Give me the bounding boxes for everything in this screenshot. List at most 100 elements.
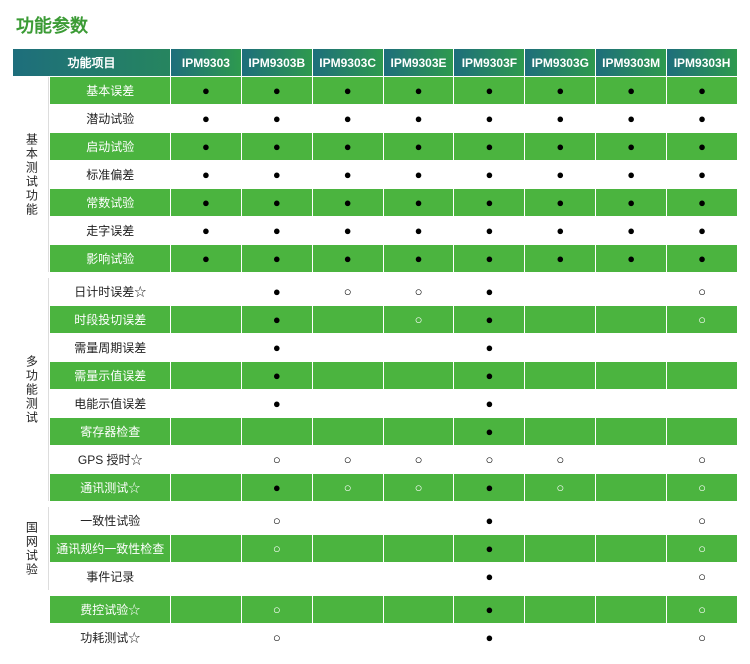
feature-cell (313, 624, 383, 651)
feature-cell: ○ (242, 535, 312, 562)
filled-dot-icon: ● (344, 167, 352, 182)
feature-cell: ● (454, 418, 524, 445)
row-item-label: 走字误差 (50, 217, 170, 244)
filled-dot-icon: ● (485, 541, 493, 556)
feature-cell: ● (313, 161, 383, 188)
filled-dot-icon: ● (202, 83, 210, 98)
feature-cell: ● (242, 105, 312, 132)
feature-cell (384, 362, 454, 389)
filled-dot-icon: ● (485, 602, 493, 617)
filled-dot-icon: ● (485, 284, 493, 299)
filled-dot-icon: ● (273, 284, 281, 299)
hollow-dot-icon: ○ (415, 284, 423, 299)
feature-cell: ● (525, 105, 595, 132)
filled-dot-icon: ● (485, 83, 493, 98)
filled-dot-icon: ● (485, 312, 493, 327)
feature-cell: ● (596, 161, 666, 188)
feature-cell: ● (171, 189, 241, 216)
table-row: 潜动试验●●●●●●●● (13, 105, 737, 132)
feature-cell (525, 596, 595, 623)
feature-cell (525, 535, 595, 562)
hollow-dot-icon: ○ (556, 480, 564, 495)
filled-dot-icon: ● (273, 223, 281, 238)
filled-dot-icon: ● (485, 251, 493, 266)
row-item-label: 常数试验 (50, 189, 170, 216)
hollow-dot-icon: ○ (698, 480, 706, 495)
feature-cell (384, 418, 454, 445)
row-item-label: 通讯规约一致性检查 (50, 535, 170, 562)
feature-cell (667, 362, 737, 389)
feature-cell: ● (596, 217, 666, 244)
feature-cell: ○ (667, 624, 737, 651)
feature-cell (596, 563, 666, 590)
feature-cell (313, 306, 383, 333)
filled-dot-icon: ● (273, 83, 281, 98)
table-row: 标准偏差●●●●●●●● (13, 161, 737, 188)
feature-cell (171, 596, 241, 623)
feature-cell: ○ (525, 474, 595, 501)
feature-cell: ● (171, 245, 241, 272)
hollow-dot-icon: ○ (415, 452, 423, 467)
feature-cell: ○ (667, 278, 737, 305)
feature-cell: ● (313, 189, 383, 216)
feature-cell (596, 535, 666, 562)
feature-cell: ● (454, 334, 524, 361)
filled-dot-icon: ● (627, 167, 635, 182)
feature-cell (171, 306, 241, 333)
filled-dot-icon: ● (698, 223, 706, 238)
filled-dot-icon: ● (698, 139, 706, 154)
table-header: 功能项目 IPM9303 IPM9303B IPM9303C IPM9303E … (13, 49, 737, 76)
filled-dot-icon: ● (698, 195, 706, 210)
feature-cell: ● (525, 189, 595, 216)
filled-dot-icon: ● (485, 167, 493, 182)
feature-cell: ● (171, 133, 241, 160)
feature-cell: ● (454, 390, 524, 417)
hollow-dot-icon: ○ (485, 452, 493, 467)
filled-dot-icon: ● (202, 195, 210, 210)
header-model: IPM9303C (313, 49, 383, 76)
feature-cell (596, 507, 666, 534)
filled-dot-icon: ● (273, 195, 281, 210)
table-row: 影响试验●●●●●●●● (13, 245, 737, 272)
hollow-dot-icon: ○ (698, 630, 706, 645)
feature-cell: ● (384, 105, 454, 132)
feature-cell (313, 507, 383, 534)
feature-cell (171, 507, 241, 534)
table-row: 常数试验●●●●●●●● (13, 189, 737, 216)
filled-dot-icon: ● (415, 111, 423, 126)
header-model: IPM9303 (171, 49, 241, 76)
feature-cell: ○ (384, 446, 454, 473)
feature-cell (525, 390, 595, 417)
feature-cell (596, 624, 666, 651)
filled-dot-icon: ● (273, 111, 281, 126)
feature-cell (525, 334, 595, 361)
filled-dot-icon: ● (202, 139, 210, 154)
filled-dot-icon: ● (485, 111, 493, 126)
feature-cell: ● (242, 474, 312, 501)
feature-cell (313, 596, 383, 623)
table-row: 事件记录●○ (13, 563, 737, 590)
feature-cell: ● (454, 77, 524, 104)
feature-cell (384, 390, 454, 417)
feature-cell: ○ (667, 474, 737, 501)
feature-cell: ● (242, 306, 312, 333)
filled-dot-icon: ● (627, 139, 635, 154)
row-item-label: 寄存器检查 (50, 418, 170, 445)
feature-cell: ● (171, 161, 241, 188)
hollow-dot-icon: ○ (698, 602, 706, 617)
feature-cell: ● (454, 161, 524, 188)
table-row: 国网试验一致性试验○●○ (13, 507, 737, 534)
feature-cell: ○ (667, 507, 737, 534)
filled-dot-icon: ● (556, 195, 564, 210)
filled-dot-icon: ● (202, 167, 210, 182)
table-row: 功耗测试☆○●○ (13, 624, 737, 651)
filled-dot-icon: ● (485, 223, 493, 238)
filled-dot-icon: ● (627, 223, 635, 238)
header-model: IPM9303M (596, 49, 666, 76)
row-item-label: GPS 授时☆ (50, 446, 170, 473)
feature-cell (171, 278, 241, 305)
feature-cell: ● (596, 189, 666, 216)
feature-cell (384, 596, 454, 623)
hollow-dot-icon: ○ (698, 541, 706, 556)
hollow-dot-icon: ○ (556, 452, 564, 467)
